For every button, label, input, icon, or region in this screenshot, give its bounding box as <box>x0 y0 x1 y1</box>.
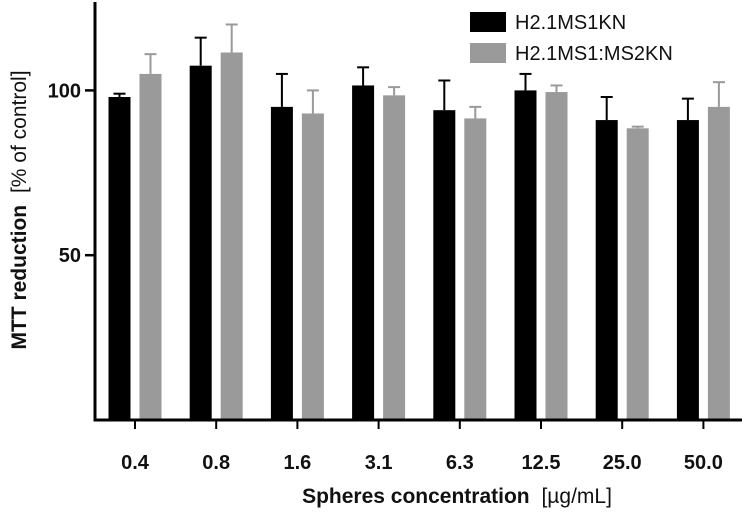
y-axis-title-unit: [% of control] <box>8 70 31 193</box>
bar-s1-25_0 <box>595 120 618 421</box>
x-tick-label: 0.8 <box>202 452 230 474</box>
bar-s2-0_8 <box>220 52 243 420</box>
bar-s2-3_1 <box>383 95 406 421</box>
bar-s2-50_0 <box>707 106 730 420</box>
y-axis-title-main: MTT reduction <box>8 205 31 350</box>
y-tick-label: 50 <box>59 245 81 267</box>
axes-group <box>85 2 742 429</box>
bar-s2-1_6 <box>301 113 324 421</box>
bar-s2-25_0 <box>626 128 649 420</box>
bar-s2-0_4 <box>139 73 162 421</box>
x-tick-label: 3.1 <box>365 452 393 474</box>
x-tick-label: 0.4 <box>121 452 150 474</box>
y-axis-title: MTT reduction [% of control] <box>8 70 31 349</box>
bar-s1-6_3 <box>433 110 456 421</box>
bar-s1-50_0 <box>676 120 699 421</box>
bar-s1-0_8 <box>189 65 212 421</box>
x-axis-title: Spheres concentration [µg/mL] <box>302 485 612 508</box>
x-axis-title-unit: [µg/mL] <box>541 485 611 508</box>
bar-s1-3_1 <box>352 85 375 421</box>
y-tick-label: 100 <box>48 80 81 102</box>
legend-label-2: H2.1MS1:MS2KN <box>515 43 673 65</box>
x-tick-label: 12.5 <box>522 452 561 474</box>
bar-s1-0_4 <box>108 96 131 420</box>
x-tick-label: 1.6 <box>283 452 311 474</box>
bars-group <box>108 52 730 421</box>
error-bars-group <box>113 23 725 129</box>
legend: H2.1MS1KN H2.1MS1:MS2KN <box>470 12 673 65</box>
bar-s2-12_5 <box>545 92 568 420</box>
x-axis-title-main: Spheres concentration <box>302 485 530 508</box>
legend-swatch-1 <box>470 12 506 32</box>
x-tick-label: 6.3 <box>446 452 474 474</box>
x-tick-label: 50.0 <box>684 452 723 474</box>
legend-swatch-2 <box>470 43 506 63</box>
x-tick-label: 25.0 <box>603 452 642 474</box>
bar-s1-12_5 <box>514 90 537 421</box>
bar-s1-1_6 <box>270 106 293 420</box>
x-tick-labels: 0.4 0.8 1.6 3.1 6.3 12.5 25.0 50.0 <box>121 452 723 474</box>
y-tick-labels: 50 100 <box>48 80 81 267</box>
legend-label-1: H2.1MS1KN <box>515 12 626 34</box>
bar-s2-6_3 <box>464 118 487 420</box>
